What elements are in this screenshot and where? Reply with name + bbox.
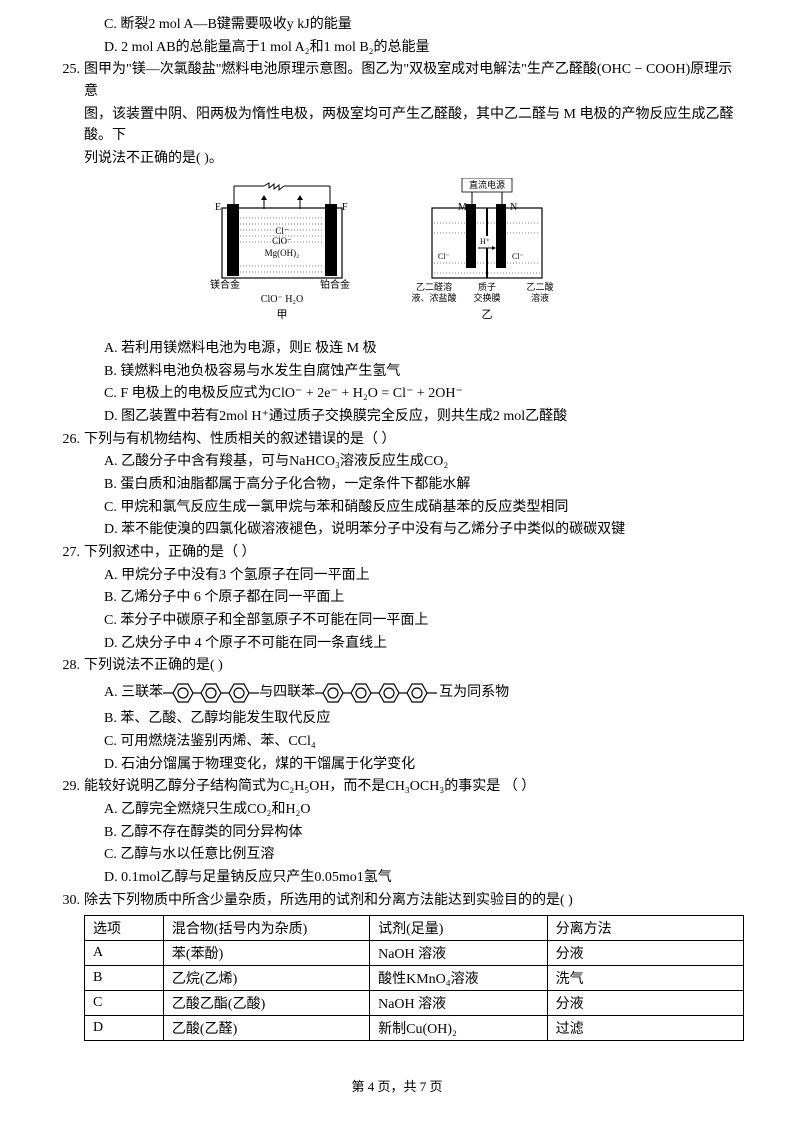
q29-opt-c: C. 乙醇与水以任意比例互溶 — [104, 844, 744, 866]
q25-text1: 图甲为"镁—次氯酸盐"燃料电池原理示意图。图乙为"双极室成对电解法"生产乙醛酸(… — [84, 59, 744, 102]
q26: 26. 下列与有机物结构、性质相关的叙述错误的是（ ） — [30, 429, 744, 451]
q26-opt-a: A. 乙酸分子中含有羧基，可与NaHCO₃溶液反应生成CO₂ — [104, 451, 744, 473]
table-cell: NaOH 溶液 — [370, 941, 548, 966]
d1-right: 铂合金 — [320, 278, 350, 291]
q28-text: 下列说法不正确的是( ) — [84, 655, 744, 677]
table-cell: 乙酸(乙醛) — [163, 1016, 369, 1041]
d1-ClO: ClO⁻ — [272, 236, 292, 246]
q29-num: 29. — [52, 776, 80, 798]
q29-opt-b: B. 乙醇不存在醇类的同分异构体 — [104, 822, 744, 844]
table-cell: 洗气 — [547, 966, 743, 991]
q25-text2: 图，该装置中阴、阳两极为惰性电极，两极室均可产生乙醛酸，其中乙二醛与 M 电极的… — [84, 104, 744, 147]
q25-opt-c: C. F 电极上的电极反应式为ClO⁻ + 2e⁻ + H₂O = Cl⁻ + … — [104, 383, 744, 405]
d1-MgOH: Mg(OH)₂ — [265, 248, 300, 258]
d1-Cl: Cl⁻ — [275, 226, 289, 236]
q29-opt-d: D. 0.1mol乙醇与足量钠反应只产生0.05mo1氢气 — [104, 867, 744, 889]
q28-opt-a: A. 三联苯 与四联苯 — [104, 678, 744, 708]
table-cell: 乙酸乙酯(乙酸) — [163, 991, 369, 1016]
q26-opt-c: C. 甲烷和氯气反应生成一氯甲烷与苯和硝酸反应生成硝基苯的反应类型相同 — [104, 497, 744, 519]
d1-E: E — [215, 202, 221, 213]
d2-l1b: 液、浓盐酸 — [411, 292, 456, 303]
triphenyl-icon — [163, 678, 259, 708]
table-cell: NaOH 溶液 — [370, 991, 548, 1016]
d2-Cl: Cl⁻ — [438, 252, 450, 261]
table-header: 试剂(足量) — [370, 916, 548, 941]
q28-opt-a-pre: A. 三联苯 — [104, 682, 163, 704]
preq-opt-d: D. 2 mol AB的总能量高于1 mol A₂和1 mol B₂的总能量 — [104, 37, 744, 59]
q28-opt-b: B. 苯、乙酸、乙醇均能发生取代反应 — [104, 708, 744, 730]
table-cell: 新制Cu(OH)₂ — [370, 1016, 548, 1041]
q26-opt-d: D. 苯不能使溴的四氯化碳溶液褪色，说明苯分子中没有与乙烯分子中类似的碳碳双键 — [104, 519, 744, 541]
preq-opt-c: C. 断裂2 mol A—B键需要吸收y kJ的能量 — [104, 14, 744, 36]
table-cell: 过滤 — [547, 1016, 743, 1041]
q28-num: 28. — [52, 655, 80, 677]
table-header: 分离方法 — [547, 916, 743, 941]
d2-M: M — [458, 202, 467, 213]
table-row: C乙酸乙酯(乙酸)NaOH 溶液分液 — [85, 991, 744, 1016]
q25-opt-d: D. 图乙装置中若有2mol H⁺通过质子交换膜完全反应，则共生成2 mol乙醛… — [104, 406, 744, 428]
q25-text3: 列说法不正确的是( )。 — [84, 148, 744, 170]
q30-text: 除去下列物质中所含少量杂质，所选用的试剂和分离方法能达到实验目的的是( ) — [84, 890, 744, 912]
table-cell: D — [85, 1016, 164, 1041]
d1-caption: 甲 — [277, 309, 288, 321]
table-row: A苯(苯酚)NaOH 溶液分液 — [85, 941, 744, 966]
q29: 29. 能较好说明乙醇分子结构简式为C₂H₅OH，而不是CH₃OCH₃的事实是 … — [30, 776, 744, 798]
q28-opt-a-post: 互为同系物 — [439, 682, 509, 704]
d2-l2b: 交换膜 — [473, 292, 500, 303]
table-row: D乙酸(乙醛)新制Cu(OH)₂过滤 — [85, 1016, 744, 1041]
q30-table: 选项混合物(括号内为杂质)试剂(足量)分离方法A苯(苯酚)NaOH 溶液分液B乙… — [84, 915, 744, 1041]
q25-diagrams: E F Cl⁻ ClO⁻ Mg(OH)₂ 镁合金 铂合金 ClO⁻ H₂O 甲 … — [30, 178, 744, 328]
q25-num: 25. — [52, 59, 80, 102]
q25-diagram-1: E F Cl⁻ ClO⁻ Mg(OH)₂ 镁合金 铂合金 ClO⁻ H₂O 甲 — [202, 178, 362, 328]
q27-opt-d: D. 乙炔分子中 4 个原子不可能在同一条直线上 — [104, 633, 744, 655]
q25-opt-a: A. 若利用镁燃料电池为电源，则E 极连 M 极 — [104, 338, 744, 360]
q30-num: 30. — [52, 890, 80, 912]
q28: 28. 下列说法不正确的是( ) — [30, 655, 744, 677]
q25-diagram-2: 直流电源 M N H⁺ Cl⁻ Cl⁻ 乙二醛溶 液、浓盐酸 质子 交换膜 — [402, 178, 572, 328]
q26-num: 26. — [52, 429, 80, 451]
q26-text: 下列与有机物结构、性质相关的叙述错误的是（ ） — [84, 429, 744, 451]
d2-N: N — [510, 202, 517, 213]
d2-l2: 质子 — [478, 281, 496, 292]
q28-opt-a-mid: 与四联苯 — [259, 682, 315, 704]
table-header: 混合物(括号内为杂质) — [163, 916, 369, 941]
q27-opt-a: A. 甲烷分子中没有3 个氢原子在同一平面上 — [104, 565, 744, 587]
table-cell: B — [85, 966, 164, 991]
q30: 30. 除去下列物质中所含少量杂质，所选用的试剂和分离方法能达到实验目的的是( … — [30, 890, 744, 912]
q27: 27. 下列叙述中，正确的是（ ） — [30, 542, 744, 564]
q28-opt-d: D. 石油分馏属于物理变化，煤的干馏属于化学变化 — [104, 754, 744, 776]
table-row: B乙烷(乙烯)酸性KMnO₄溶液洗气 — [85, 966, 744, 991]
q27-opt-b: B. 乙烯分子中 6 个原子都在同一平面上 — [104, 587, 744, 609]
d1-bottom: ClO⁻ H₂O — [261, 294, 303, 305]
q27-text: 下列叙述中，正确的是（ ） — [84, 542, 744, 564]
q28-opt-c: C. 可用燃烧法鉴别丙烯、苯、CCl₄ — [104, 731, 744, 753]
table-cell: 分液 — [547, 991, 743, 1016]
d2-l1: 乙二醛溶 — [416, 281, 452, 292]
table-cell: 分液 — [547, 941, 743, 966]
q27-num: 27. — [52, 542, 80, 564]
d2-ClR: Cl⁻ — [512, 252, 524, 261]
d2-H: H⁺ — [480, 237, 490, 246]
table-cell: C — [85, 991, 164, 1016]
q25-opt-b: B. 镁燃料电池负极容易与水发生自腐蚀产生氢气 — [104, 361, 744, 383]
page-footer: 第 4 页，共 7 页 — [0, 1076, 794, 1095]
q29-opt-a: A. 乙醇完全燃烧只生成CO₂和H₂O — [104, 799, 744, 821]
d2-top: 直流电源 — [469, 179, 505, 190]
d2-l3b: 溶液 — [531, 292, 549, 303]
q29-text: 能较好说明乙醇分子结构简式为C₂H₅OH，而不是CH₃OCH₃的事实是 （ ） — [84, 776, 744, 798]
table-header: 选项 — [85, 916, 164, 941]
d2-caption: 乙 — [482, 308, 493, 321]
table-cell: A — [85, 941, 164, 966]
d2-l3: 乙二酸 — [526, 282, 553, 292]
d1-F: F — [342, 202, 348, 213]
q26-opt-b: B. 蛋白质和油脂都属于高分子化合物，一定条件下都能水解 — [104, 474, 744, 496]
table-cell: 乙烷(乙烯) — [163, 966, 369, 991]
d1-left: 镁合金 — [210, 278, 240, 291]
table-cell: 苯(苯酚) — [163, 941, 369, 966]
tetraphenyl-icon — [315, 678, 439, 708]
table-cell: 酸性KMnO₄溶液 — [370, 966, 548, 991]
q25: 25. 图甲为"镁—次氯酸盐"燃料电池原理示意图。图乙为"双极室成对电解法"生产… — [30, 59, 744, 102]
q27-opt-c: C. 苯分子中碳原子和全部氢原子不可能在同一平面上 — [104, 610, 744, 632]
